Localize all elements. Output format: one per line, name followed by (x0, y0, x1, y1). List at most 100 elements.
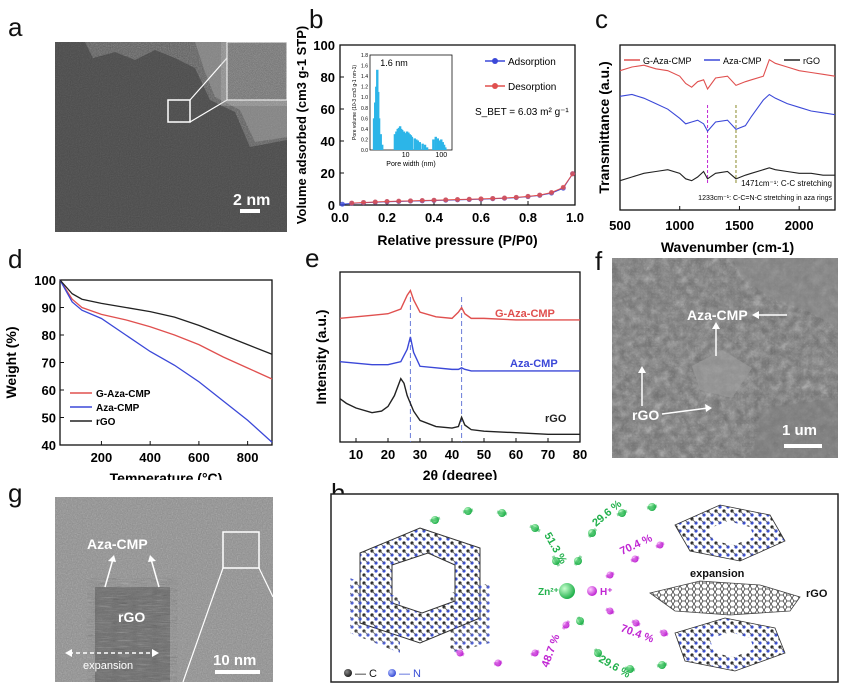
legend-carbon: — C (355, 668, 377, 680)
x-tick-label: 80 (573, 447, 587, 462)
zn-ion (559, 583, 575, 599)
h-pathway-right-bottom (605, 607, 669, 637)
data-point (549, 190, 554, 196)
inset-y-tick-label: 0.4 (361, 127, 368, 133)
inset-bar (436, 138, 440, 150)
inset-y-tick-label: 1.6 (361, 64, 368, 70)
inset-bar (434, 136, 437, 150)
y-axis-label: Transmittance (a.u.) (596, 61, 612, 193)
panel-label-c: c (595, 4, 608, 34)
inset-bar (393, 134, 397, 150)
inset-bar (415, 139, 418, 150)
panel-label-f: f (595, 246, 603, 276)
legend-marker (492, 58, 498, 64)
data-point (455, 197, 460, 203)
panel-h-schematic: Zn²⁺ H⁺ 51.3 % 29.6 % 70.4 % (330, 493, 839, 683)
inset-x-tick-label: 10 (402, 152, 410, 159)
data-point (361, 199, 366, 205)
inset-bar (432, 139, 435, 150)
x-tick-label: 0.6 (472, 210, 490, 225)
series-label: Aza-CMP (510, 358, 558, 370)
inset-bar (444, 147, 447, 150)
x-tick-label: 200 (91, 450, 113, 465)
plot-frame (339, 271, 581, 443)
x-tick-label: 0.4 (425, 210, 444, 225)
data-point (419, 198, 425, 204)
x-tick-label: 800 (237, 450, 259, 465)
y-tick-label: 60 (42, 383, 56, 398)
inset-y-tick-label: 1.0 (361, 95, 368, 101)
x-tick-label: 70 (541, 447, 555, 462)
nitrogen-atom-icon (388, 669, 396, 677)
panel-b-chart: 0 20 40 60 80 100 0.0 0.2 0.4 0.6 0.8 1.0 Relative p… (290, 0, 590, 255)
x-tick-label: 1500 (725, 218, 754, 233)
series-line (59, 279, 273, 380)
plot-frame (339, 44, 576, 206)
label-aza-cmp: Aza-CMP (687, 307, 748, 323)
h-ion-label: H⁺ (600, 587, 613, 598)
zn-pathway-right-bottom (576, 616, 668, 673)
inset-bar (396, 128, 399, 150)
y-tick-label: 100 (313, 38, 335, 53)
inset-peak-label: 1.6 nm (380, 58, 408, 68)
panel-f-sem-image: Aza-CMP rGO 1 um (612, 258, 838, 458)
y-tick-label: 40 (321, 134, 335, 149)
y-tick-label: 40 (42, 438, 56, 453)
legend-label: G-Aza-CMP (96, 389, 151, 400)
plot-frame (619, 44, 836, 211)
data-point (513, 194, 519, 200)
series-line (619, 93, 836, 133)
x-tick-label: 600 (188, 450, 210, 465)
legend-label: Aza-CMP (723, 56, 762, 66)
inset-bar (410, 136, 414, 150)
series-line (339, 289, 580, 321)
label-aza-cmp: Aza-CMP (87, 536, 148, 552)
annotation: S_BET = 6.03 m² g⁻¹ (475, 107, 569, 118)
aza-cmp-framework-bottom (674, 617, 786, 672)
y-tick-label: 80 (42, 328, 56, 343)
series-line (59, 279, 273, 443)
x-tick-label: 2000 (785, 218, 814, 233)
y-tick-label: 70 (42, 356, 56, 371)
data-point (570, 171, 576, 177)
series-line (619, 58, 836, 91)
x-tick-label: 1.0 (566, 210, 584, 225)
inset-bar (395, 131, 398, 150)
y-tick-label: 60 (321, 102, 335, 117)
y-axis-label: Weight (%) (3, 326, 19, 398)
data-point (525, 193, 531, 199)
inset-bar (440, 139, 443, 150)
panel-a-tem-image: 2 nm (55, 41, 288, 232)
inset-y-tick-label: 1.8 (361, 53, 368, 59)
data-point (490, 195, 496, 201)
data-point (537, 192, 543, 198)
panel-label-b: b (309, 4, 324, 34)
x-axis-label: Temperature (°C) (110, 470, 223, 480)
data-point (339, 201, 345, 207)
legend-nitrogen: — N (399, 668, 421, 680)
x-tick-label: 500 (609, 218, 631, 233)
data-point (396, 198, 402, 204)
h-pathway-left-bottom (455, 620, 571, 667)
data-point (466, 196, 472, 202)
aza-cmp-framework-large (350, 527, 490, 653)
legend-label: Adsorption (508, 57, 556, 68)
legend-label: Desorption (508, 82, 556, 93)
label-rgo: rGO (632, 407, 659, 423)
data-point (372, 199, 378, 205)
series-label: G-Aza-CMP (495, 308, 555, 320)
aza-cmp-framework-top (674, 504, 786, 562)
inset-bar (423, 144, 427, 150)
inset-bar (404, 133, 407, 150)
inset-bar (400, 129, 404, 150)
scale-bar-label: 1 um (782, 422, 817, 439)
legend-label: rGO (803, 56, 820, 66)
x-tick-label: 0.2 (378, 210, 396, 225)
annotation: 1233cm⁻¹: C-C=N-C stretching in aza ring… (698, 195, 832, 202)
inset-y-axis-label: Pore volume (10-3 cm3 g-1 nm-1) (352, 65, 358, 140)
rgo-sheet (649, 580, 801, 616)
y-axis-label: Volume adsorbed (cm3 g-1 STP) (294, 26, 309, 224)
x-tick-label: 40 (445, 447, 459, 462)
series-line (339, 336, 580, 372)
scale-bar (215, 670, 260, 674)
